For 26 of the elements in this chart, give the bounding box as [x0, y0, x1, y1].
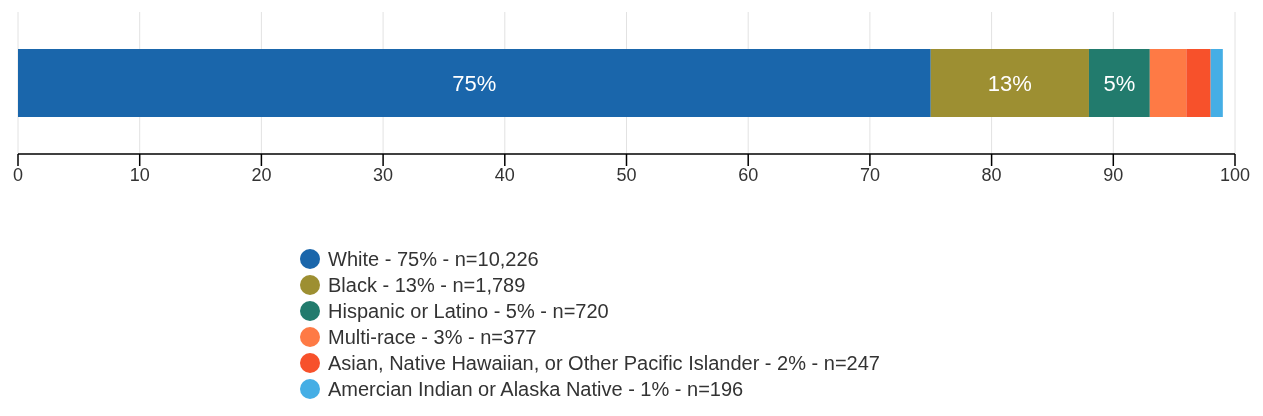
bar: [1186, 49, 1211, 117]
x-tick-label: 50: [616, 164, 637, 185]
x-tick-label: 40: [494, 164, 515, 185]
legend-label: Multi-race - 3% - n=377: [328, 325, 537, 349]
legend-label: Black - 13% - n=1,789: [328, 273, 526, 297]
legend-label: Hispanic or Latino - 5% - n=720: [328, 299, 609, 323]
x-tick-label: 0: [12, 164, 24, 185]
data-label: 75%: [452, 70, 497, 96]
x-tick-label: 10: [129, 164, 150, 185]
bar: [1149, 49, 1187, 117]
x-tick-label: 90: [1103, 164, 1124, 185]
x-tick-label: 100: [1219, 164, 1251, 185]
bar: [1210, 49, 1223, 117]
bar: [930, 49, 1089, 117]
legend-label: Asian, Native Hawaiian, or Other Pacific Islander - 2% - n=247: [328, 351, 880, 375]
x-tick-label: 70: [859, 164, 880, 185]
data-label: 5%: [1103, 70, 1136, 96]
x-tick-label: 60: [738, 164, 759, 185]
bar: [1088, 49, 1150, 117]
data-label: 13%: [987, 70, 1032, 96]
legend-label: White - 75% - n=10,226: [328, 247, 539, 271]
x-tick-label: 30: [373, 164, 394, 185]
bar: [18, 49, 931, 117]
x-tick-label: 20: [251, 164, 272, 185]
legend-label: Amercian Indian or Alaska Native - 1% - n=196: [328, 377, 744, 401]
x-tick-label: 80: [981, 164, 1002, 185]
